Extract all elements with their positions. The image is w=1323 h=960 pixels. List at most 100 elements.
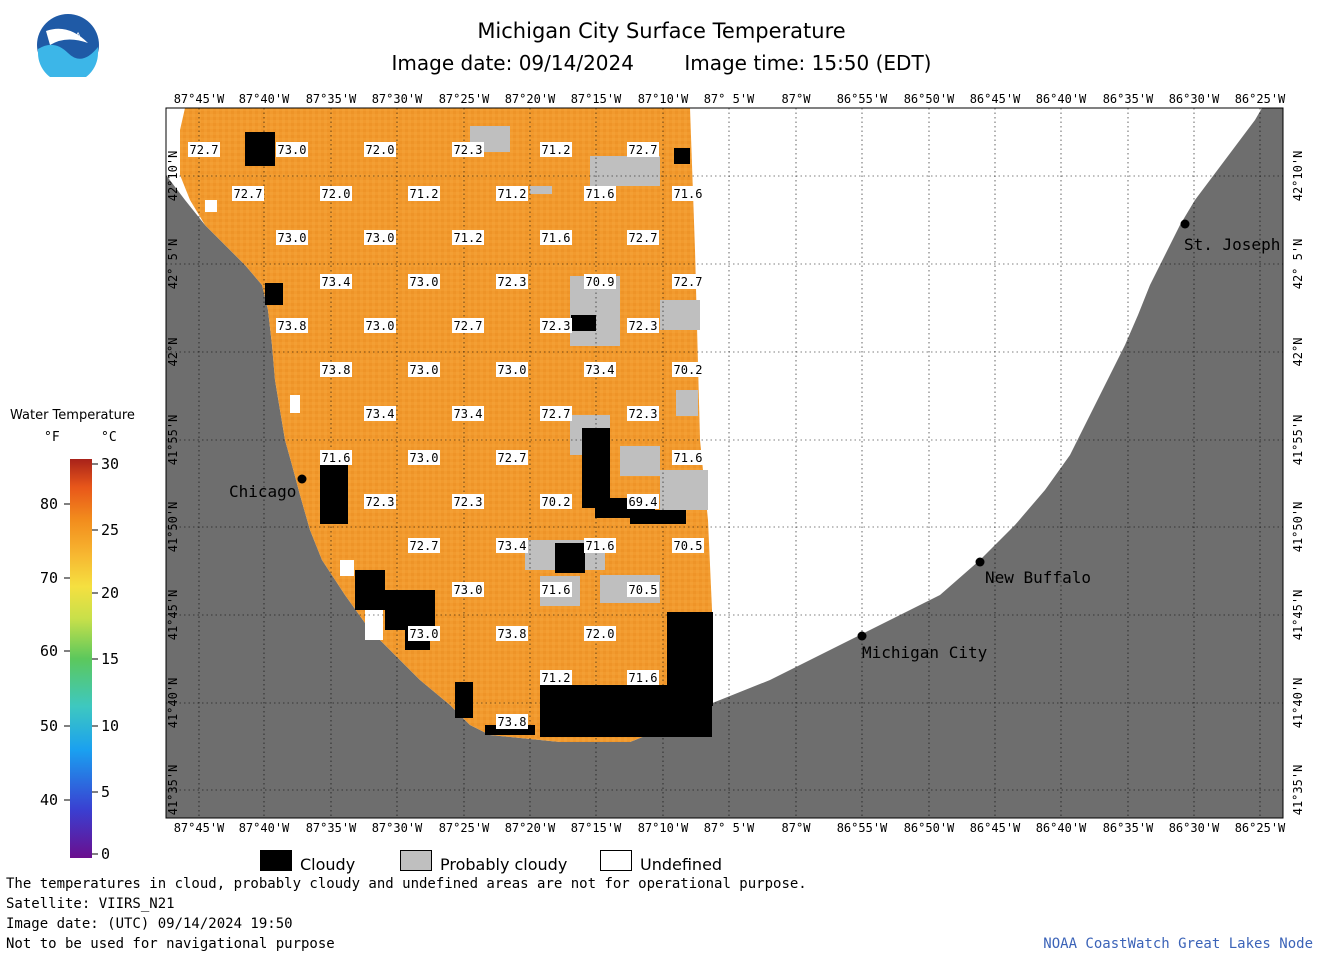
lon-label: 87°W — [782, 92, 812, 106]
temp-label-bg — [540, 142, 572, 157]
temp-label-bg — [320, 186, 352, 201]
temp-label: 72.7 — [674, 275, 703, 289]
lat-label: 42° 5'N — [166, 239, 180, 290]
temp-label: 73.0 — [410, 627, 439, 641]
temp-label: 72.7 — [454, 319, 483, 333]
lon-label: 86°40'W — [1036, 821, 1087, 835]
temp-label: 73.8 — [278, 319, 307, 333]
scale-c-tick: 25 — [101, 521, 119, 539]
place-label: Michigan City — [862, 643, 988, 662]
footer-note: The temperatures in cloud, probably clou… — [6, 876, 807, 892]
temp-label: 71.2 — [542, 143, 571, 157]
lat-label: 42°N — [1291, 338, 1305, 367]
temp-label: 73.0 — [454, 583, 483, 597]
image-date: Image date: 09/14/2024 — [391, 51, 634, 75]
lon-label: 87°W — [782, 821, 812, 835]
temp-label: 70.2 — [542, 495, 571, 509]
temp-label-bg — [627, 494, 659, 509]
temp-label: 72.0 — [366, 143, 395, 157]
temp-label: 73.8 — [322, 363, 351, 377]
temp-label: 72.3 — [629, 319, 658, 333]
temp-label-bg — [408, 186, 440, 201]
temp-label-bg — [320, 362, 352, 377]
lat-label: 41°50'N — [1291, 502, 1305, 553]
undefined-shore — [205, 200, 383, 640]
lon-label: 87°30'W — [372, 92, 423, 106]
lon-label: 86°50'W — [904, 92, 955, 106]
temp-label-bg — [320, 450, 352, 465]
temp-label-bg — [408, 274, 440, 289]
temp-label-bg — [276, 318, 308, 333]
temp-label-bg — [584, 626, 616, 641]
temp-label-bg — [672, 450, 704, 465]
lon-label: 87°10'W — [638, 92, 689, 106]
temp-label-bg — [540, 494, 572, 509]
temp-label-bg — [364, 494, 396, 509]
place-label: New Buffalo — [985, 568, 1091, 587]
lat-label: 42°10'N — [1291, 151, 1305, 202]
noaa-logo-icon: NOAA — [37, 14, 99, 77]
temp-label-bg — [540, 406, 572, 421]
temp-label-bg — [584, 274, 616, 289]
footer-satellite: Satellite: VIIRS_N21 — [6, 896, 175, 912]
temp-label: 72.0 — [586, 627, 615, 641]
lon-label: 86°35'W — [1103, 92, 1154, 106]
temp-label-bg — [452, 582, 484, 597]
temp-label: 73.4 — [586, 363, 615, 377]
temp-label: 70.9 — [586, 275, 615, 289]
scale-c-tick: 20 — [101, 584, 119, 602]
temp-label-bg — [496, 538, 528, 553]
temp-label: 73.0 — [410, 363, 439, 377]
lat-label: 41°35'N — [1291, 765, 1305, 816]
temp-label: 71.6 — [542, 583, 571, 597]
lon-label: 87° 5'W — [704, 92, 755, 106]
temp-label: 72.3 — [454, 143, 483, 157]
temp-label: 72.7 — [629, 231, 658, 245]
lat-label: 41°50'N — [166, 502, 180, 553]
cloudy-areas — [245, 132, 713, 737]
temp-label: 73.0 — [410, 275, 439, 289]
temp-label: 72.3 — [498, 275, 527, 289]
lon-label: 86°45'W — [970, 821, 1021, 835]
place-marker — [975, 557, 985, 567]
lat-label: 41°40'N — [1291, 678, 1305, 729]
temp-label-bg — [496, 362, 528, 377]
lon-label: 86°25'W — [1235, 821, 1286, 835]
temp-label-bg — [452, 230, 484, 245]
temp-label: 72.7 — [542, 407, 571, 421]
temp-label-bg — [584, 362, 616, 377]
lon-label: 87°10'W — [638, 821, 689, 835]
temp-label: 72.3 — [454, 495, 483, 509]
lat-label: 42° 5'N — [1291, 239, 1305, 290]
lon-label: 86°55'W — [837, 821, 888, 835]
legend-unit-c: °C — [101, 430, 117, 445]
temp-label-bg — [320, 274, 352, 289]
scale-f-tick: 60 — [40, 642, 58, 660]
place-marker — [297, 474, 307, 484]
temp-label: 70.2 — [674, 363, 703, 377]
place-label: Chicago — [229, 482, 296, 501]
temp-label-bg — [496, 450, 528, 465]
temp-label-bg — [364, 142, 396, 157]
temp-label: 71.2 — [454, 231, 483, 245]
lon-label: 87°45'W — [174, 92, 225, 106]
temp-label: 73.4 — [454, 407, 483, 421]
temp-label-bg — [540, 318, 572, 333]
temp-label: 73.0 — [278, 231, 307, 245]
scale-f-tick: 70 — [40, 569, 58, 587]
lat-label: 41°40'N — [166, 678, 180, 729]
temp-label: 73.0 — [366, 231, 395, 245]
lon-label: 86°40'W — [1036, 92, 1087, 106]
lon-label: 87°40'W — [239, 821, 290, 835]
undefined-label: Undefined — [640, 855, 723, 874]
temp-label: 70.5 — [629, 583, 658, 597]
temp-label: 71.2 — [542, 671, 571, 685]
temperature-labels: 72.7 73.0 72.0 72.3 71.2 72.7 72.7 72.0 71.2 71.2… — [188, 142, 704, 729]
temp-label-bg — [627, 318, 659, 333]
temp-label-bg — [452, 406, 484, 421]
scale-c-tick: 5 — [101, 783, 110, 801]
lon-label: 86°30'W — [1169, 92, 1220, 106]
temp-label-bg — [496, 274, 528, 289]
lon-label: 87°35'W — [306, 92, 357, 106]
lon-label: 87°15'W — [571, 821, 622, 835]
